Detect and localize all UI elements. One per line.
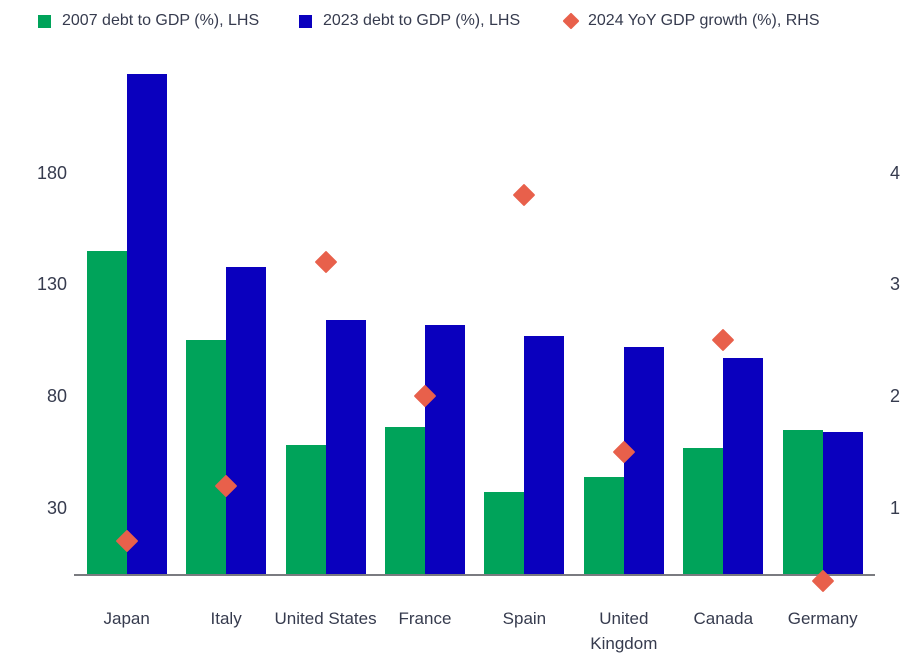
bar-2023-japan	[126, 74, 167, 575]
bar-2007-japan	[86, 250, 127, 575]
x-axis-label-united-kingdom: United Kingdom	[590, 609, 658, 653]
bar-2023-canada	[723, 358, 764, 575]
x-axis-line	[74, 574, 875, 576]
bar-2007-canada	[683, 447, 724, 575]
bar-2007-germany	[782, 429, 823, 575]
growth-marker-spain	[513, 183, 536, 207]
bar-2007-france	[384, 427, 425, 575]
x-axis-label-canada: Canada	[693, 609, 754, 628]
legend-label-2007: 2007 debt to GDP (%), LHS	[62, 12, 260, 29]
y-axis-left-tick-130: 130	[36, 274, 67, 295]
legend-item-2023-debt: 2023 debt to GDP (%), LHS	[299, 8, 520, 34]
y-axis-right-tick-2: 2	[889, 386, 900, 407]
legend-item-2024-growth: 2024 YoY GDP growth (%), RHS	[562, 8, 820, 34]
bar-2007-united-states	[285, 445, 326, 575]
bar-2023-united-kingdom	[623, 347, 664, 575]
y-axis-left-tick-80: 80	[46, 386, 67, 407]
bar-2023-france	[424, 324, 465, 575]
legend-label-2024: 2024 YoY GDP growth (%), RHS	[588, 12, 820, 29]
growth-marker-canada	[711, 328, 735, 352]
x-axis-label-spain: Spain	[502, 609, 547, 628]
bar-2007-united-kingdom	[583, 476, 624, 575]
bar-2007-italy	[186, 340, 227, 575]
x-axis-label-japan: Japan	[103, 609, 150, 628]
y-axis-right-tick-4: 4	[889, 162, 900, 183]
legend-square-2007-icon	[38, 14, 51, 28]
y-axis-right-tick-1: 1	[889, 497, 900, 518]
y-axis-left-tick-30: 30	[46, 497, 67, 518]
y-axis-left-tick-180: 180	[36, 162, 67, 183]
bar-2023-italy	[226, 266, 267, 575]
growth-marker-united-states	[314, 250, 337, 274]
legend-label-2023: 2023 debt to GDP (%), LHS	[323, 12, 521, 29]
legend-square-2023-icon	[299, 14, 312, 28]
x-axis-label-italy: Italy	[210, 609, 242, 628]
y-axis-right-tick-3: 3	[889, 274, 900, 295]
bar-2023-united-states	[325, 320, 366, 575]
x-axis-label-united-states: United States	[274, 609, 377, 628]
legend-item-2007-debt: 2007 debt to GDP (%), LHS	[38, 8, 259, 34]
legend-diamond-2024-icon	[562, 12, 580, 30]
bar-2023-germany	[822, 431, 863, 575]
x-axis-label-germany: Germany	[787, 609, 858, 628]
bar-2023-spain	[524, 335, 565, 575]
x-axis-label-france: France	[398, 609, 452, 628]
bar-2007-spain	[484, 492, 525, 575]
